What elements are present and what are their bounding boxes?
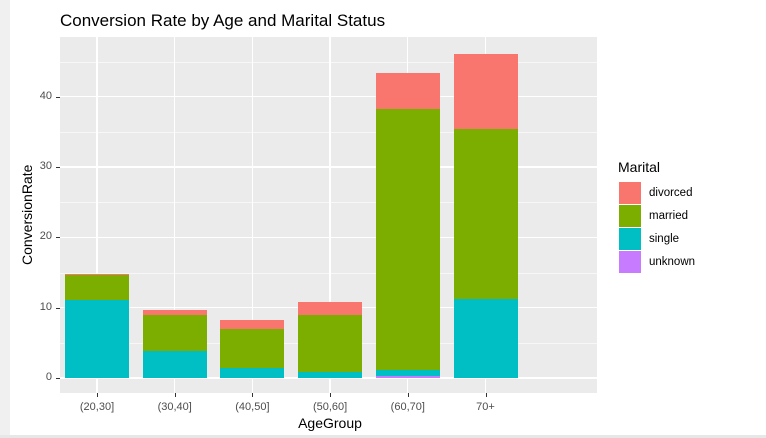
plot-panel [60,37,597,393]
x-tick [485,393,487,397]
x-tick [330,393,332,397]
y-tick-label: 30 [39,160,52,173]
bar-segment-single [453,298,518,378]
x-tick-label: (60,70] [390,401,425,413]
grid-line-major [60,96,597,98]
legend-title: Marital [618,159,661,175]
legend-key-single [619,228,641,250]
grid-line-vertical [329,37,331,393]
x-tick-label: (50,60] [312,401,348,413]
bar-segment-single [375,370,440,376]
bar-segment-divorced [298,302,363,316]
bar-(60,70] [375,37,440,393]
bar-segment-divorced [453,53,518,130]
legend-key-married [619,205,641,227]
bar-segment-single [65,299,129,378]
legend-key-divorced [619,182,641,204]
x-tick [97,393,98,397]
x-tick-label: (40,50] [235,401,270,413]
bar-segment-married [65,275,129,300]
x-tick [407,393,409,397]
x-tick-label: (20,30] [79,401,115,413]
grid-line-major [60,166,597,168]
window-bottom-border [0,435,766,438]
bar-segment-unknown [375,375,440,378]
y-tick [56,167,60,169]
y-tick [56,237,60,239]
bar-segment-divorced [220,320,285,329]
bar-(40,50] [220,37,285,393]
grid-line-minor [60,131,597,133]
legend-label-single: single [649,233,680,245]
legend-label-unknown: unknown [649,256,696,268]
x-tick [174,393,176,397]
legend-label-married: married [649,210,688,222]
bar-70+ [453,37,518,393]
bar-segment-married [220,328,285,369]
x-tick-label: 70+ [476,401,495,413]
bar-segment-single [220,368,285,378]
chart-title: Conversion Rate by Age and Marital Statu… [60,11,386,30]
bar-segment-single [142,351,207,378]
x-tick-label: (30,40] [157,401,192,413]
y-tick-label: 10 [39,300,52,313]
bar-segment-single [298,372,363,378]
bar-(50,60] [298,37,363,393]
bar-(20,30] [65,37,129,393]
grid-line-major [60,236,597,239]
y-tick [56,96,60,98]
bar-segment-divorced [142,309,207,315]
grid-line-vertical [251,37,254,393]
bar-(30,40] [142,37,207,393]
bar-segment-divorced [375,72,440,109]
bar-segment-married [142,314,207,352]
legend-label-divorced: divorced [649,187,693,199]
y-tick [56,307,60,309]
legend-key-unknown [619,251,641,273]
y-tick-label: 0 [45,371,52,383]
y-tick [56,378,60,379]
bar-segment-married [375,108,440,371]
y-tick-label: 20 [39,230,52,243]
grid-line-major [60,377,597,379]
grid-line-minor [60,202,597,203]
y-tick-label: 40 [39,89,52,102]
y-axis-title: ConversionRate [19,164,35,265]
window-left-border [0,0,10,438]
grid-line-vertical [96,37,98,393]
grid-line-minor [60,61,597,63]
bar-segment-married [298,315,363,373]
x-tick [252,393,254,397]
grid-line-minor [60,272,597,274]
bar-segment-divorced [65,273,129,276]
grid-line-vertical [174,37,176,393]
x-axis-title: AgeGroup [298,415,362,431]
bar-segment-married [453,129,518,299]
